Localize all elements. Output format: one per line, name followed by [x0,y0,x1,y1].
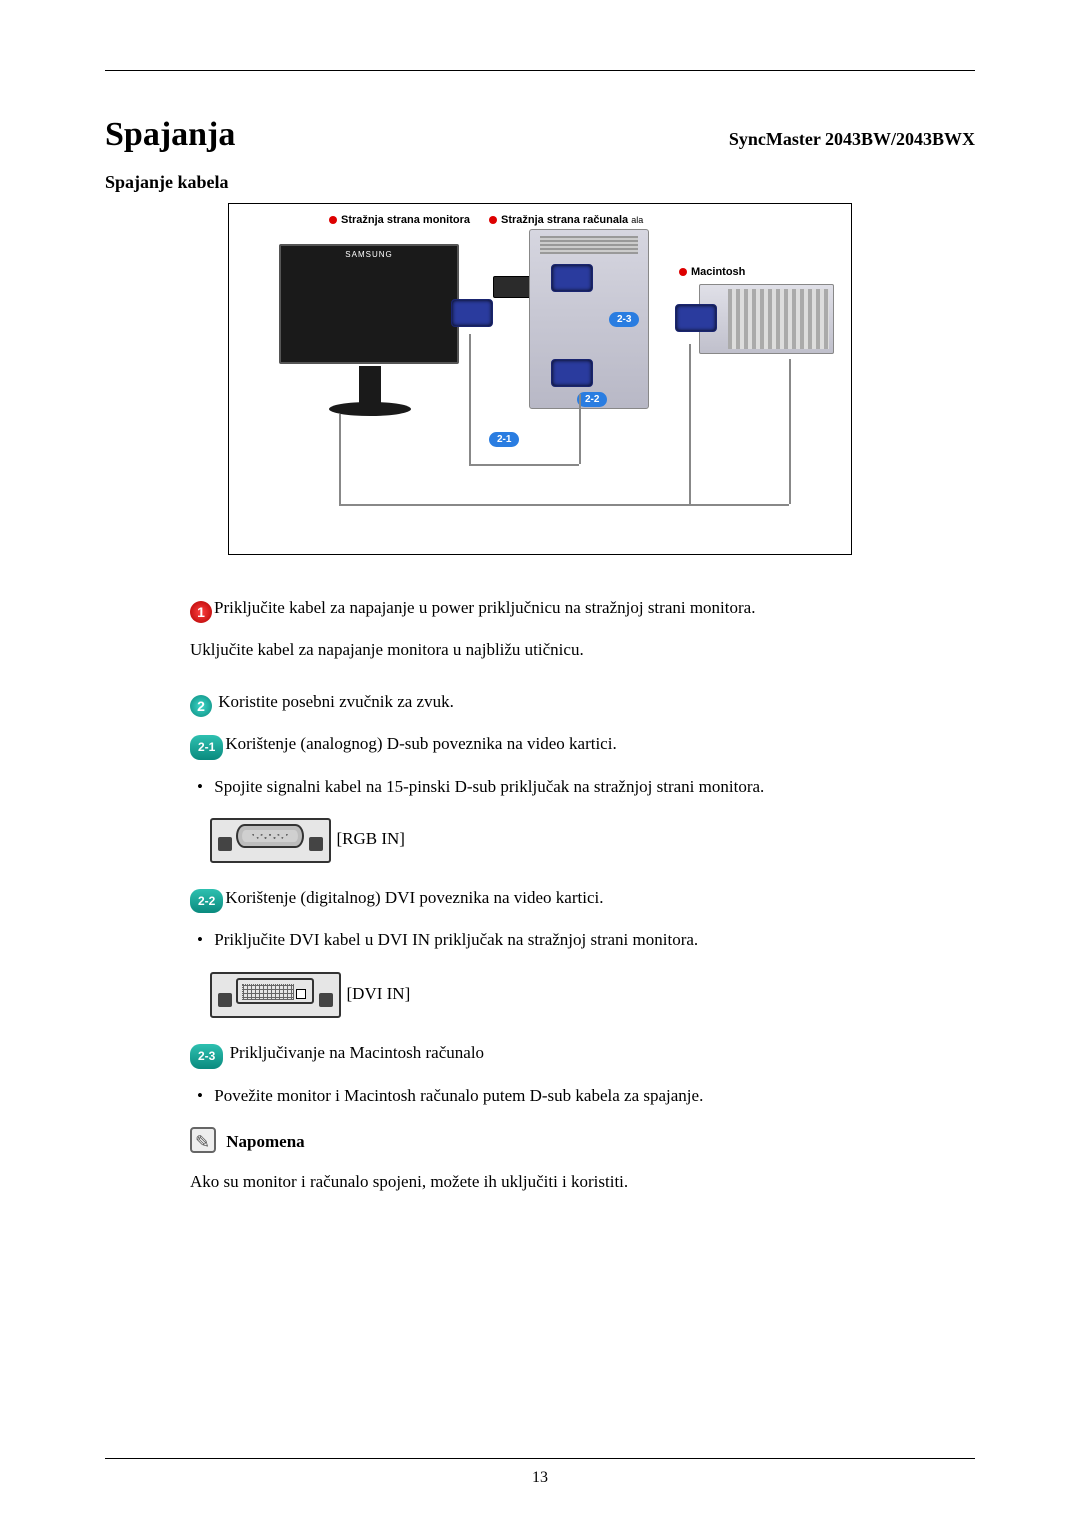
cable-seg [789,359,791,504]
badge-2-2: 2-2 [190,889,223,914]
diagram-wrap: Stražnja strana monitora Stražnja strana… [105,203,975,555]
badge-2-3: 2-3 [190,1044,223,1069]
screw-icon [309,837,323,851]
monitor-brand: SAMSUNG [281,246,457,259]
step-2-1: 2-1Korištenje (analognog) D-sub poveznik… [190,731,975,760]
note-icon [190,1127,216,1153]
badge-2: 2 [190,695,212,717]
step-2: 2 Koristite posebni zvučnik za zvuk. [190,689,975,717]
dvi-port-icon [210,972,341,1018]
step-2-3-bullet-text: Povežite monitor i Macintosh računalo pu… [214,1086,703,1105]
step-2-1-bullet-text: Spojite signalni kabel na 15-pinski D-su… [214,777,764,796]
vga-plug-pc-mid [551,359,593,387]
cable-seg [689,344,691,504]
step-2-3-bullet: • Povežite monitor i Macintosh računalo … [190,1083,975,1109]
diagram-badge-2-3: 2-3 [609,312,639,327]
bullet-dot: • [190,774,210,800]
step-2-2-text: Korištenje (digitalnog) DVI poveznika na… [225,888,603,907]
port-rgb-row: [RGB IN] [190,818,975,862]
rgb-port-icon [210,818,331,862]
label-pc-back: Stražnja strana računala ala [489,214,643,226]
page-title: Spajanja [105,116,235,154]
screw-icon [319,993,333,1007]
note-title: Napomena [226,1132,304,1151]
vga-plug-monitor [451,299,493,327]
rule-bottom [105,1458,975,1459]
step-2-2-bullet: • Priključite DVI kabel u DVI IN priklju… [190,927,975,953]
note-heading: Napomena [190,1127,975,1155]
screw-icon [218,837,232,851]
port-dvi-row: [DVI IN] [190,972,975,1018]
step-2-3-text: Priključivanje na Macintosh računalo [230,1043,484,1062]
mac-grill [728,289,829,349]
dvi-connector-icon [236,978,314,1004]
monitor-screen: SAMSUNG [279,244,459,364]
cable-seg [339,414,341,504]
mac-illustration [699,284,834,354]
label-pc-back-text: Stražnja strana računala [501,214,628,226]
cable-seg [469,464,579,466]
vga-connector-icon [236,824,304,848]
cable-seg [579,394,581,464]
page-number: 13 [532,1469,548,1486]
step-2-text: Koristite posebni zvučnik za zvuk. [218,692,454,711]
diagram-badge-2-2: 2-2 [577,392,607,407]
dot-icon [679,268,687,276]
step-2-1-text: Korištenje (analognog) D-sub poveznika n… [225,734,616,753]
step-1-text-a: Priključite kabel za napajanje u power p… [214,598,755,617]
monitor-illustration: SAMSUNG [269,234,469,424]
monitor-stand-neck [359,366,381,404]
label-mac-text: Macintosh [691,266,745,278]
cable-seg [339,504,789,506]
vga-plug-mac [675,304,717,332]
bullet-dot: • [190,927,210,953]
content-body: 1Priključite kabel za napajanje u power … [190,595,975,1196]
step-2-2-bullet-text: Priključite DVI kabel u DVI IN priključa… [214,930,698,949]
step-1: 1Priključite kabel za napajanje u power … [190,595,975,623]
pc-grill [540,236,638,254]
step-2-3: 2-3 Priključivanje na Macintosh računalo [190,1040,975,1069]
note-body: Ako su monitor i računalo spojeni, možet… [190,1169,975,1195]
badge-2-1: 2-1 [190,735,223,760]
model-label: SyncMaster 2043BW/2043BWX [729,129,975,150]
vga-plug-pc-top [551,264,593,292]
section-subtitle: Spajanje kabela [105,172,975,193]
dot-icon [489,216,497,224]
label-monitor-back: Stražnja strana monitora [329,214,470,226]
rule-top [105,70,975,71]
page-footer: 13 [105,1458,975,1487]
dot-icon [329,216,337,224]
step-2-2: 2-2Korištenje (digitalnog) DVI poveznika… [190,885,975,914]
monitor-stand-base [329,402,411,416]
diagram-badge-2-1: 2-1 [489,432,519,447]
step-1b: Uključite kabel za napajanje monitora u … [190,637,975,663]
label-mac: Macintosh [679,266,745,278]
label-monitor-back-text: Stražnja strana monitora [341,214,470,226]
step-2-1-bullet: • Spojite signalni kabel na 15-pinski D-… [190,774,975,800]
cable-seg [469,334,471,464]
port-dvi-label: [DVI IN] [347,984,411,1003]
label-pc-back-suffix: ala [631,215,643,225]
badge-1: 1 [190,601,212,623]
connection-diagram: Stražnja strana monitora Stražnja strana… [228,203,852,555]
bullet-dot: • [190,1083,210,1109]
port-rgb-label: [RGB IN] [337,829,405,848]
header-row: Spajanja SyncMaster 2043BW/2043BWX [105,116,975,154]
screw-icon [218,993,232,1007]
